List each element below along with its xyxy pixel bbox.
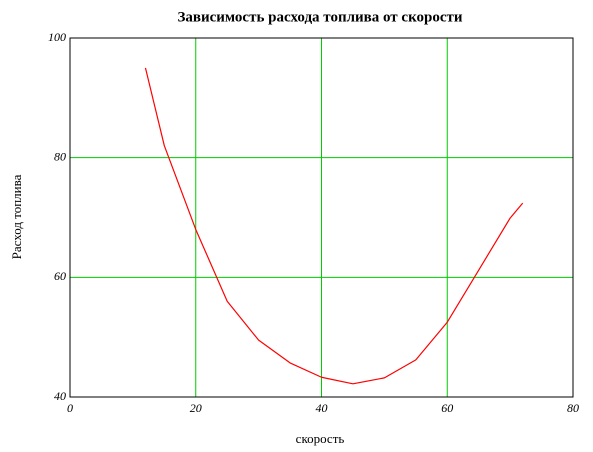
y-tick-label: 60 [54, 269, 66, 283]
x-tick-label: 80 [567, 401, 579, 415]
x-tick-label: 40 [316, 401, 328, 415]
y-tick-label: 80 [54, 149, 66, 163]
chart-title: Зависимость расхода топлива от скорости [177, 9, 462, 25]
x-axis-label: скорость [296, 431, 345, 446]
y-tick-label: 100 [48, 30, 66, 44]
y-tick-label: 40 [54, 389, 66, 403]
data-line [144, 67, 524, 385]
plot-frame [69, 37, 574, 398]
x-tick-label: 0 [67, 401, 73, 415]
x-tick-label: 20 [190, 401, 202, 415]
x-tick-label: 60 [441, 401, 453, 415]
y-axis-label: Расход топлива [9, 174, 24, 259]
